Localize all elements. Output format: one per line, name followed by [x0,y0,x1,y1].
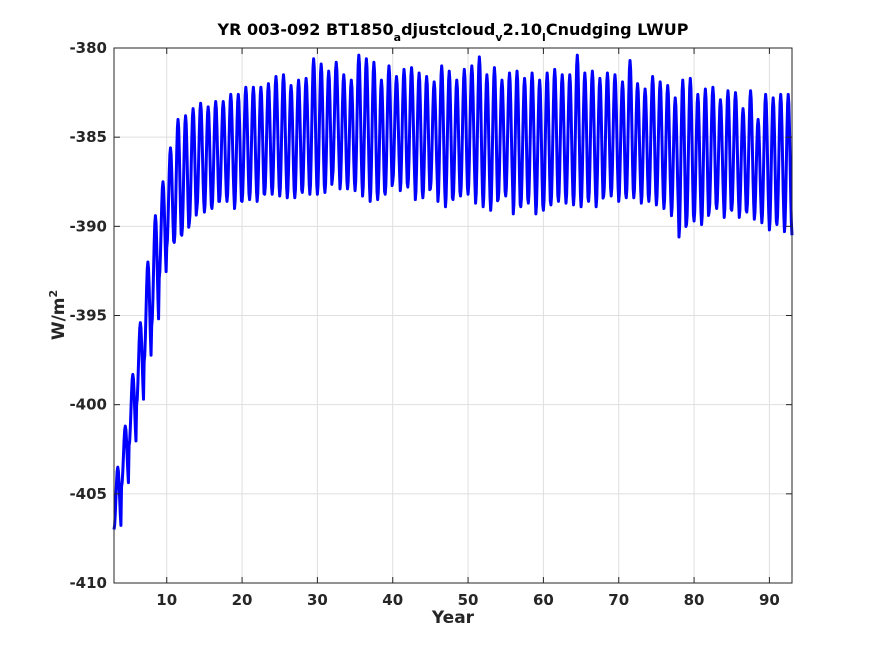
x-tick-label: 20 [232,591,253,609]
series-layer [112,53,794,530]
y-axis-label-exponent: 2 [47,290,60,298]
title-segment: djustcloud [401,20,495,39]
x-tick-label: 10 [156,591,177,609]
x-tick-label: 40 [382,591,403,609]
title-segment: YR 003-092 BT1850 [217,20,394,39]
title-segment: Cnudging LWUP [546,20,689,39]
y-tick-label: -385 [69,128,107,146]
x-tick-label: 60 [533,591,554,609]
x-tick-label: 80 [684,591,705,609]
y-tick-labels: -410 -405 -400 -395 -390 -385 -380 [69,39,107,592]
x-axis-label: Year [431,608,475,628]
axis-ticks [114,47,792,584]
x-tick-label: 90 [759,591,780,609]
chart-title: YR 003-092 BT1850adjustcloudv2.10lCnudgi… [217,20,689,44]
y-tick-label: -405 [69,485,107,503]
y-tick-label: -410 [69,574,107,592]
title-segment: a [394,31,401,44]
y-tick-label: -395 [69,307,107,325]
y-tick-label: -390 [69,217,107,235]
x-tick-labels: 10 20 30 40 50 60 70 80 90 [156,591,780,609]
y-tick-label: -380 [69,39,107,57]
y-tick-label: -400 [69,396,107,414]
x-tick-label: 70 [608,591,629,609]
x-tick-label: 30 [307,591,328,609]
title-segment: l [542,31,546,44]
title-segment: v [495,31,503,44]
series-line [112,53,794,530]
y-axis-label-base: W/m [49,297,69,340]
x-tick-label: 50 [458,591,479,609]
y-axis-label: W/m2 [47,290,69,340]
title-segment: 2.10 [503,20,542,39]
